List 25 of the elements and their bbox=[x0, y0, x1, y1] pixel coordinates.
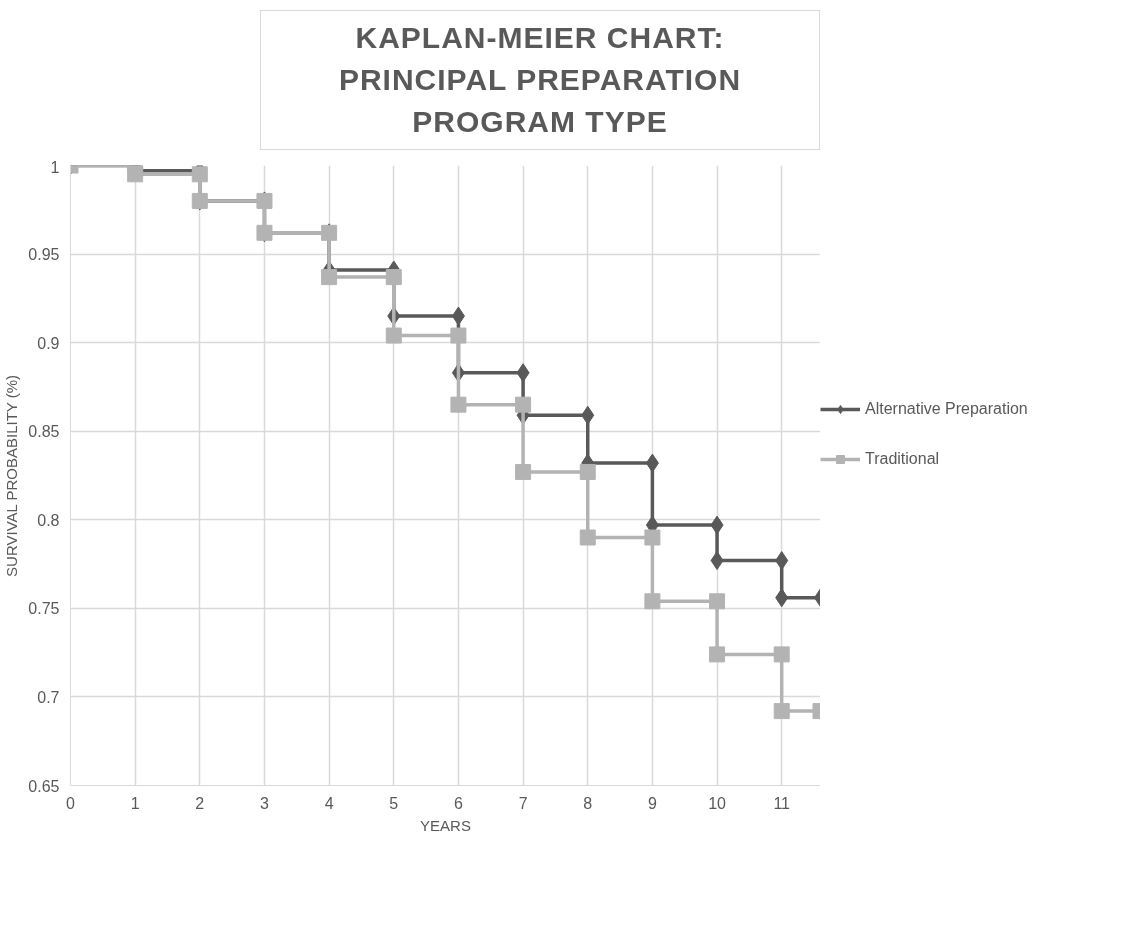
y-tick-label: 1 bbox=[50, 158, 60, 176]
y-axis-title: SURVIVAL PROBABILITY (%) bbox=[3, 374, 21, 577]
x-tick-label: 10 bbox=[708, 794, 727, 812]
x-tick-label: 5 bbox=[389, 794, 399, 812]
x-tick-label: 3 bbox=[260, 794, 270, 812]
x-axis-title: YEARS bbox=[420, 816, 471, 834]
x-tick-label: 0 bbox=[66, 794, 76, 812]
x-tick-label: 6 bbox=[453, 794, 463, 812]
x-tick-label: 4 bbox=[324, 794, 334, 812]
x-tick-label: 8 bbox=[583, 794, 593, 812]
y-tick-label: 0.7 bbox=[37, 688, 60, 706]
y-tick-label: 0.95 bbox=[28, 246, 60, 264]
x-tick-label: 1 bbox=[130, 794, 140, 812]
x-tick-label: 11 bbox=[773, 794, 791, 812]
y-tick-label: 0.9 bbox=[37, 334, 60, 352]
legend-label: Alternative Preparation bbox=[865, 400, 1028, 418]
x-tick-label: 7 bbox=[518, 794, 528, 812]
y-tick-label: 0.8 bbox=[37, 511, 60, 529]
x-tick-label: 9 bbox=[647, 794, 657, 812]
y-tick-label: 0.85 bbox=[28, 423, 60, 441]
y-tick-label: 0.75 bbox=[28, 600, 60, 618]
y-tick-label: 0.65 bbox=[28, 777, 60, 795]
chart-title: KAPLAN-MEIER CHART: PRINCIPAL PREPARATION PROGRAM TYPE bbox=[337, 20, 743, 140]
legend-label: Traditional bbox=[865, 450, 940, 468]
x-tick-label: 2 bbox=[195, 794, 205, 812]
